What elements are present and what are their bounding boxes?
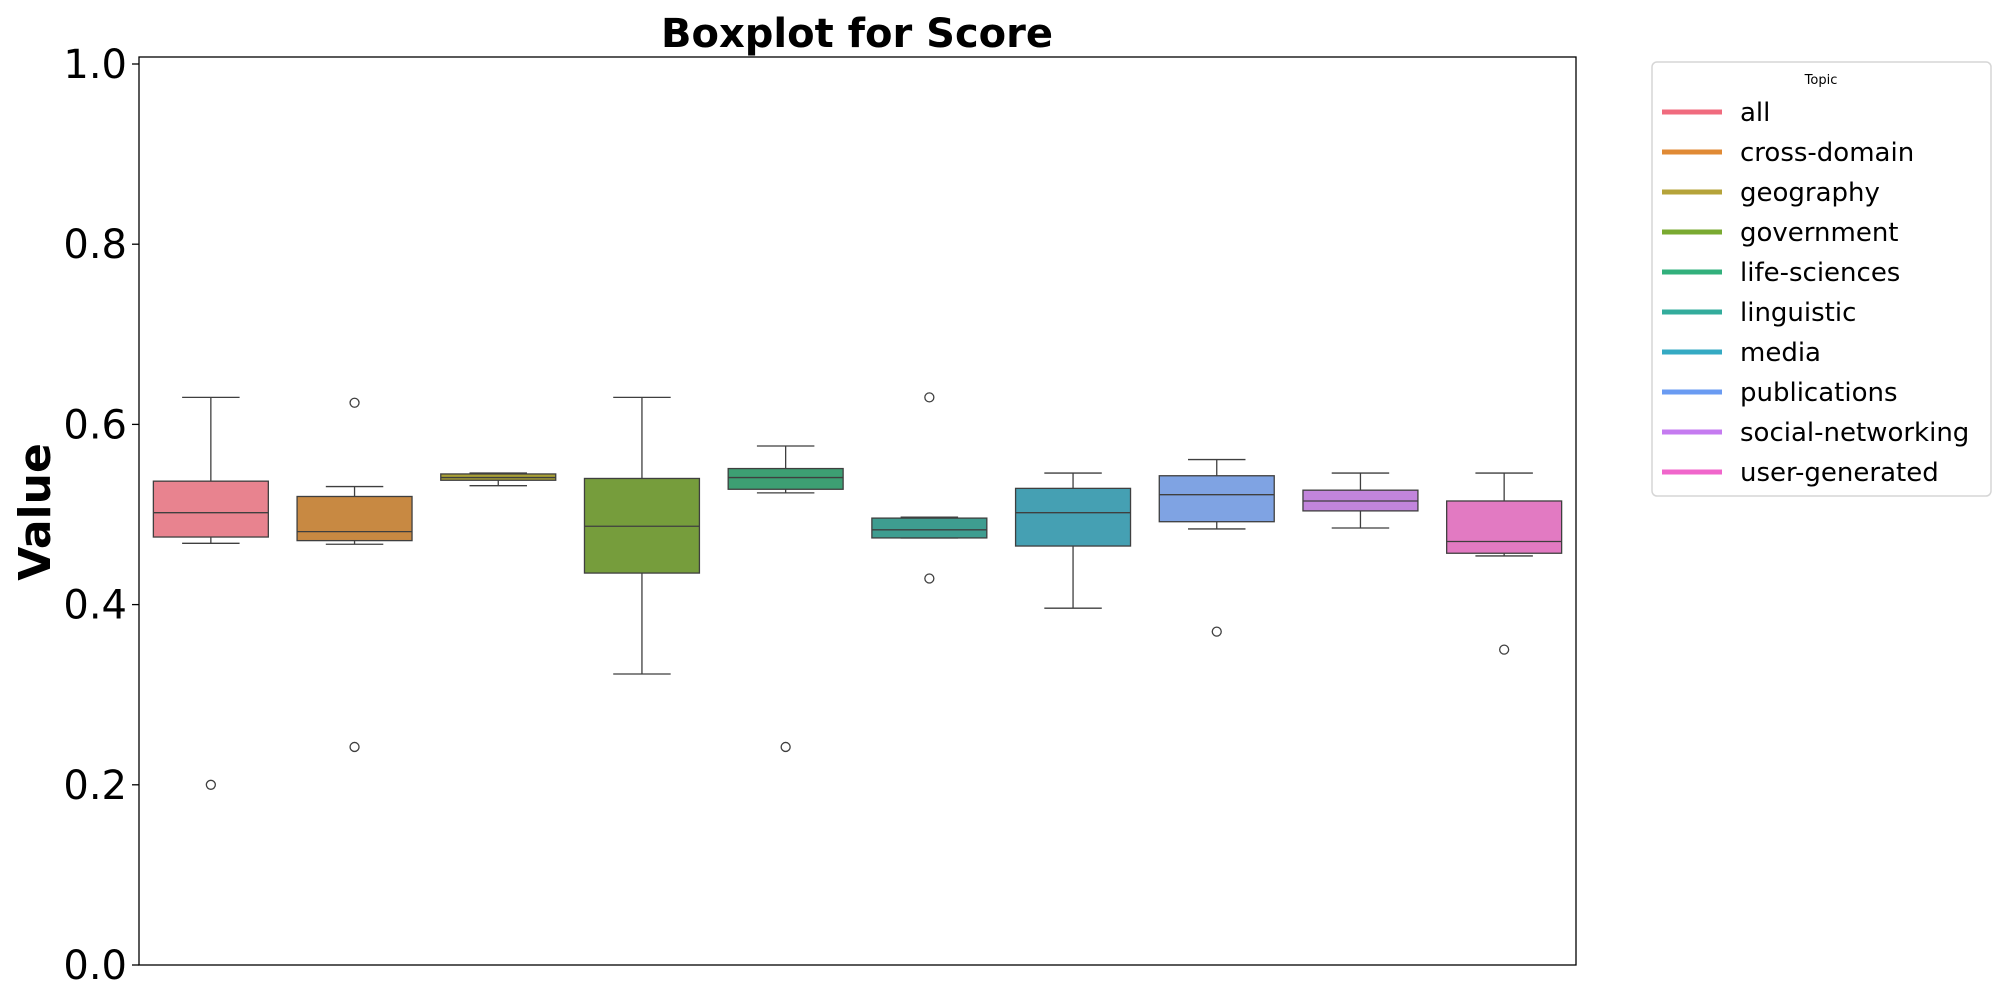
iqr-box	[152, 480, 269, 538]
legend-item-life-sciences: life-sciences	[1662, 258, 1900, 288]
legend-item-social-networking: social-networking	[1662, 418, 1969, 448]
legend-label: all	[1740, 98, 1770, 128]
iqr-box	[296, 495, 413, 542]
y-tick-label: 0.4	[63, 583, 127, 629]
outlier-point	[924, 573, 935, 584]
legend-frame	[1651, 61, 1992, 497]
box-social-networking	[1302, 472, 1419, 529]
legend-title: Topic	[1804, 73, 1838, 88]
legend-label: geography	[1740, 178, 1880, 208]
iqr-box	[727, 467, 844, 490]
iqr-box	[1158, 475, 1275, 523]
y-axis-label: Value	[10, 443, 61, 581]
plot-area	[152, 392, 1563, 790]
box-cross-domain	[296, 397, 413, 753]
legend-item-geography: geography	[1662, 178, 1880, 208]
y-tick-label: 0.2	[63, 763, 127, 809]
y-tick-label: 0.6	[63, 402, 127, 448]
y-tick-label: 0.8	[63, 222, 127, 268]
outlier-point	[780, 741, 791, 753]
outlier-point	[205, 779, 217, 790]
outlier-point	[924, 392, 935, 403]
y-tick-label: 1.0	[63, 42, 127, 88]
legend-label: publications	[1740, 378, 1898, 408]
y-tick-label: 0.0	[63, 943, 127, 989]
legend: Topic all cross-domain geography government…	[1651, 61, 1992, 497]
box-media	[1014, 472, 1132, 609]
legend-label: life-sciences	[1740, 258, 1900, 288]
legend-item-linguistic: linguistic	[1662, 298, 1856, 328]
iqr-box	[1014, 487, 1132, 547]
box-geography	[440, 472, 557, 487]
legend-item-all: all	[1662, 98, 1770, 128]
legend-label: user-generated	[1740, 458, 1939, 488]
legend-items: all cross-domain geography government life-s…	[1662, 98, 1969, 488]
legend-item-cross-domain: cross-domain	[1662, 138, 1914, 168]
box-life-sciences	[727, 445, 844, 753]
box-user-generated	[1446, 472, 1563, 655]
legend-item-user-generated: user-generated	[1662, 458, 1939, 488]
iqr-box	[1446, 500, 1563, 554]
outlier-point	[349, 397, 360, 408]
legend-label: social-networking	[1740, 418, 1969, 448]
legend-label: media	[1740, 338, 1821, 368]
y-axis: 0.0 0.2 0.4 0.6 0.8 1.0	[63, 42, 139, 989]
outlier-point	[1211, 626, 1222, 637]
legend-item-media: media	[1662, 338, 1821, 368]
legend-label: linguistic	[1740, 298, 1856, 328]
outlier-point	[349, 741, 360, 753]
legend-item-publications: publications	[1662, 378, 1898, 408]
iqr-box	[871, 517, 988, 539]
box-linguistic	[871, 392, 988, 584]
box-all	[152, 396, 269, 790]
box-publications	[1158, 458, 1275, 637]
legend-label: government	[1740, 218, 1899, 248]
chart-title: Boxplot for Score	[661, 11, 1053, 57]
plot-frame	[138, 56, 1577, 966]
legend-label: cross-domain	[1740, 138, 1914, 168]
outlier-point	[1499, 644, 1510, 655]
legend-item-government: government	[1662, 218, 1899, 248]
box-government	[583, 396, 701, 675]
